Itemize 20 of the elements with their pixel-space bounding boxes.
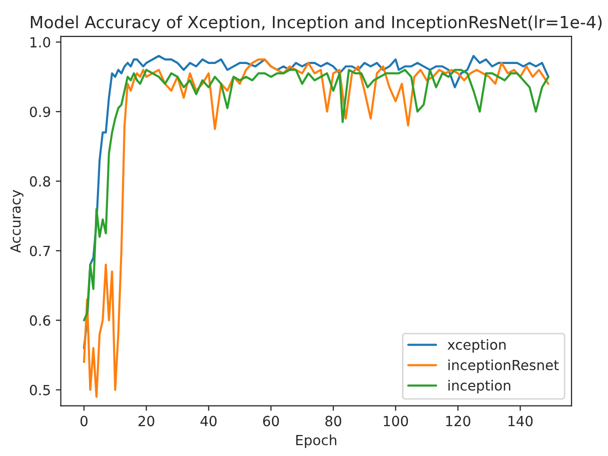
y-tick-label: 0.5 bbox=[30, 384, 50, 396]
legend-label: inceptionResnet bbox=[448, 360, 559, 373]
x-tick-label: 40 bbox=[200, 416, 217, 426]
y-tick-label: 0.8 bbox=[30, 176, 50, 187]
y-axis-title: Accuracy bbox=[10, 190, 24, 253]
x-axis-title: Epoch bbox=[296, 434, 336, 448]
y-tick-label: 0.6 bbox=[30, 315, 50, 326]
x-tick-label: 60 bbox=[263, 416, 279, 426]
x-tick-label: 140 bbox=[508, 416, 533, 426]
y-tick-label: 0.7 bbox=[30, 246, 50, 256]
x-tick-label: 0 bbox=[80, 416, 88, 426]
legend-label: xception bbox=[448, 339, 506, 353]
y-tick-label: 0.9 bbox=[30, 106, 50, 118]
legend-label: inception bbox=[448, 380, 510, 394]
x-tick-label: 20 bbox=[138, 416, 154, 426]
x-tick-label: 80 bbox=[325, 416, 342, 426]
y-tick-label: 1.0 bbox=[30, 37, 50, 48]
chart-title: Model Accuracy of Xception, Inception and InceptionResNet(lr=1e-4) bbox=[30, 15, 602, 32]
x-tick-label: 100 bbox=[384, 416, 408, 426]
x-tick-label: 120 bbox=[446, 416, 470, 426]
